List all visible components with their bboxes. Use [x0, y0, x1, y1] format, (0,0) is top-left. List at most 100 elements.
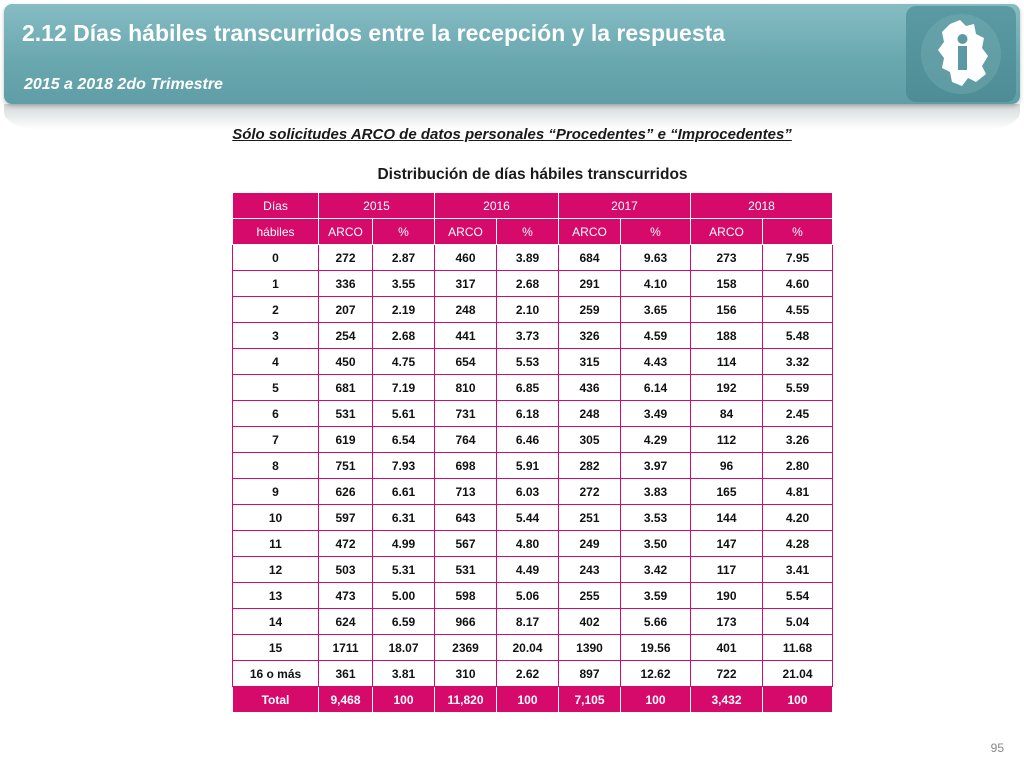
value-cell: 3.49 — [620, 400, 691, 427]
value-cell: 96 — [690, 452, 763, 479]
value-cell: 684 — [558, 244, 621, 271]
value-cell: 5.31 — [372, 556, 435, 583]
value-cell: 144 — [690, 504, 763, 531]
value-cell: 173 — [690, 608, 763, 635]
table-row: 4 450 4.75 654 5.53 315 4.43 114 3.32 — [232, 348, 833, 375]
table-row: 10 597 6.31 643 5.44 251 3.53 144 4.20 — [232, 504, 833, 531]
value-cell: 255 — [558, 582, 621, 609]
value-cell: 6.31 — [372, 504, 435, 531]
total-cell: 9,468 — [318, 686, 373, 713]
value-cell: 2.19 — [372, 296, 435, 323]
value-cell: 6.03 — [496, 478, 559, 505]
value-cell: 11.68 — [762, 634, 833, 661]
value-cell: 5.91 — [496, 452, 559, 479]
value-cell: 5.66 — [620, 608, 691, 635]
total-cell: Total — [232, 686, 319, 713]
days-cell: 7 — [232, 426, 319, 453]
value-cell: 7.19 — [372, 374, 435, 401]
value-cell: 2.87 — [372, 244, 435, 271]
days-cell: 4 — [232, 348, 319, 375]
table-row: 1 336 3.55 317 2.68 291 4.10 158 4.60 — [232, 270, 833, 297]
value-cell: 698 — [434, 452, 497, 479]
value-cell: 4.59 — [620, 322, 691, 349]
value-cell: 165 — [690, 478, 763, 505]
days-cell: 1 — [232, 270, 319, 297]
value-cell: 4.29 — [620, 426, 691, 453]
value-cell: 3.32 — [762, 348, 833, 375]
table-row: 14 624 6.59 966 8.17 402 5.66 173 5.04 — [232, 608, 833, 635]
value-cell: 207 — [318, 296, 373, 323]
days-cell: 6 — [232, 400, 319, 427]
header-cell: % — [762, 218, 833, 245]
table-row: 6 531 5.61 731 6.18 248 3.49 84 2.45 — [232, 400, 833, 427]
value-cell: 317 — [434, 270, 497, 297]
value-cell: 5.04 — [762, 608, 833, 635]
value-cell: 6.18 — [496, 400, 559, 427]
value-cell: 3.89 — [496, 244, 559, 271]
page-title: 2.12 Días hábiles transcurridos entre la… — [22, 20, 726, 46]
header-cell: ARCO — [318, 218, 373, 245]
value-cell: 3.81 — [372, 660, 435, 687]
header-row-years: Días 2015 2016 2017 2018 — [232, 192, 833, 219]
value-cell: 441 — [434, 322, 497, 349]
total-cell: 100 — [496, 686, 559, 713]
table-title: Distribución de días hábiles transcurrid… — [377, 166, 688, 183]
value-cell: 7.93 — [372, 452, 435, 479]
value-cell: 190 — [690, 582, 763, 609]
value-cell: 5.53 — [496, 348, 559, 375]
value-cell: 6.85 — [496, 374, 559, 401]
value-cell: 282 — [558, 452, 621, 479]
table-row: 3 254 2.68 441 3.73 326 4.59 188 5.48 — [232, 322, 833, 349]
value-cell: 4.99 — [372, 530, 435, 557]
value-cell: 473 — [318, 582, 373, 609]
value-cell: 249 — [558, 530, 621, 557]
value-cell: 272 — [558, 478, 621, 505]
value-cell: 626 — [318, 478, 373, 505]
days-cell: 13 — [232, 582, 319, 609]
value-cell: 336 — [318, 270, 373, 297]
value-cell: 2.10 — [496, 296, 559, 323]
value-cell: 3.42 — [620, 556, 691, 583]
value-cell: 401 — [690, 634, 763, 661]
total-row: Total 9,468 100 11,820 100 7,105 100 3,4… — [232, 686, 833, 713]
days-cell: 11 — [232, 530, 319, 557]
page-number: 95 — [990, 741, 1004, 755]
days-cell: 0 — [232, 244, 319, 271]
value-cell: 156 — [690, 296, 763, 323]
value-cell: 2369 — [434, 634, 497, 661]
value-cell: 598 — [434, 582, 497, 609]
value-cell: 272 — [318, 244, 373, 271]
table-row: 7 619 6.54 764 6.46 305 4.29 112 3.26 — [232, 426, 833, 453]
value-cell: 4.81 — [762, 478, 833, 505]
value-cell: 112 — [690, 426, 763, 453]
value-cell: 503 — [318, 556, 373, 583]
value-cell: 531 — [318, 400, 373, 427]
value-cell: 436 — [558, 374, 621, 401]
header-banner: 2.12 Días hábiles transcurridos entre la… — [4, 4, 1020, 104]
days-cell: 14 — [232, 608, 319, 635]
value-cell: 567 — [434, 530, 497, 557]
header-cell: % — [372, 218, 435, 245]
value-cell: 248 — [558, 400, 621, 427]
table-row: 8 751 7.93 698 5.91 282 3.97 96 2.80 — [232, 452, 833, 479]
value-cell: 147 — [690, 530, 763, 557]
table-body: 0 272 2.87 460 3.89 684 9.63 273 7.95 1 336 3.55 317… — [232, 244, 833, 687]
value-cell: 6.14 — [620, 374, 691, 401]
value-cell: 251 — [558, 504, 621, 531]
header-cell: hábiles — [232, 218, 319, 245]
value-cell: 5.44 — [496, 504, 559, 531]
value-cell: 8.17 — [496, 608, 559, 635]
distribution-table: Días 2015 2016 2017 2018 hábiles ARCO % … — [232, 192, 833, 713]
value-cell: 9.63 — [620, 244, 691, 271]
header-cell: ARCO — [690, 218, 763, 245]
value-cell: 117 — [690, 556, 763, 583]
value-cell: 315 — [558, 348, 621, 375]
value-cell: 248 — [434, 296, 497, 323]
value-cell: 326 — [558, 322, 621, 349]
value-cell: 3.50 — [620, 530, 691, 557]
value-cell: 114 — [690, 348, 763, 375]
value-cell: 731 — [434, 400, 497, 427]
value-cell: 5.00 — [372, 582, 435, 609]
value-cell: 7.95 — [762, 244, 833, 271]
value-cell: 4.80 — [496, 530, 559, 557]
